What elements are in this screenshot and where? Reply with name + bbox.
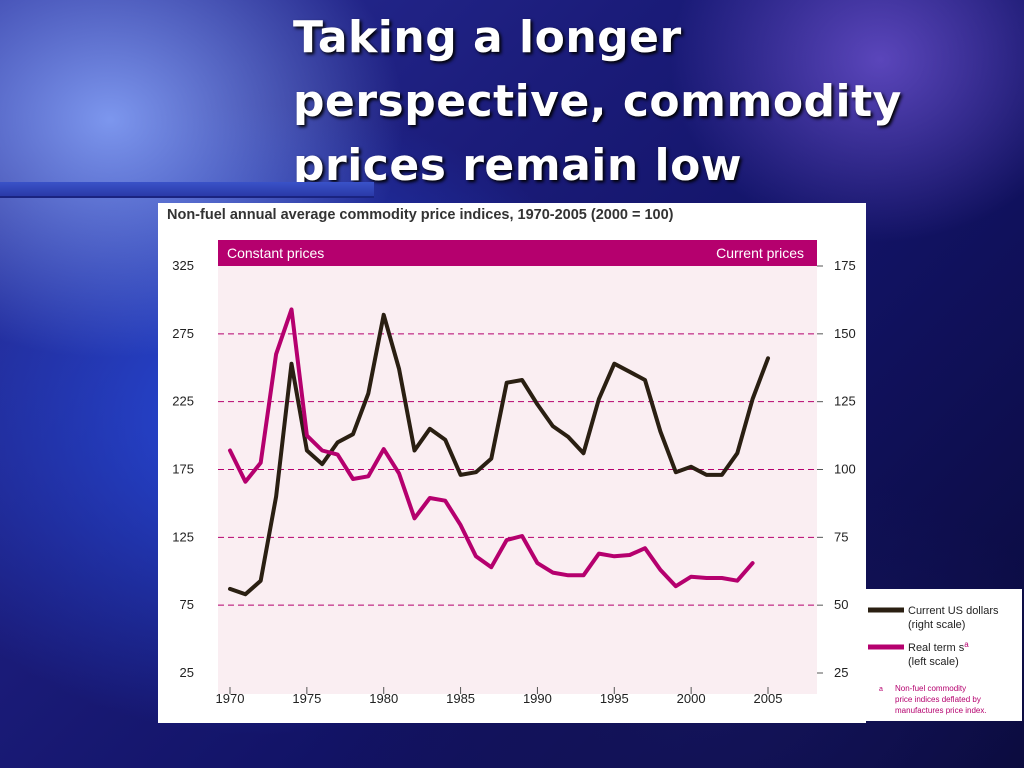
series-line-current-us-dollars xyxy=(228,312,770,597)
left-tick-label: 175 xyxy=(172,462,194,477)
left-tick-label: 75 xyxy=(180,597,194,612)
title-line-2: perspective, commodity xyxy=(293,76,902,127)
title-line-3: prices remain low xyxy=(293,140,742,191)
legend-label-real-text: Real term s xyxy=(908,642,965,654)
x-tick-label: 1975 xyxy=(292,691,321,706)
right-tick-label: 175 xyxy=(834,258,856,273)
x-axis-ticks: 1970 1975 1980 1985 1990 1995 2000 2005 xyxy=(216,687,783,706)
right-tick-label: 50 xyxy=(834,597,848,612)
x-tick-label: 2000 xyxy=(677,691,706,706)
left-header-label: Constant prices xyxy=(227,245,324,261)
x-tick-label: 1970 xyxy=(216,691,245,706)
series-line-real-terms xyxy=(228,307,755,589)
right-axis-ticks: 175 150 125 100 75 50 25 xyxy=(817,258,856,680)
left-axis-ticks: 325 275 225 175 125 75 25 xyxy=(172,258,194,680)
plot-background xyxy=(218,240,817,694)
plot-header-bar xyxy=(218,240,817,266)
x-tick-label: 1995 xyxy=(600,691,629,706)
legend-label-real: Real term sa xyxy=(908,640,969,654)
x-tick-label: 1990 xyxy=(523,691,552,706)
legend-superscript: a xyxy=(964,640,969,649)
footnote-marker: a xyxy=(879,686,883,693)
legend: Current US dollars (right scale) Real te… xyxy=(866,589,1022,681)
footnote-line-3: manufactures price index. xyxy=(895,706,987,715)
footnote-line-1: Non-fuel commodity xyxy=(895,684,966,693)
footnote-line-2: price indices deflated by xyxy=(895,695,981,704)
left-tick-label: 25 xyxy=(180,665,194,680)
right-tick-label: 75 xyxy=(834,529,848,544)
left-tick-label: 325 xyxy=(172,258,194,273)
left-tick-label: 225 xyxy=(172,394,194,409)
series-layer xyxy=(228,307,770,597)
right-tick-label: 125 xyxy=(834,394,856,409)
right-tick-label: 25 xyxy=(834,665,848,680)
legend-sublabel-current: (right scale) xyxy=(908,619,965,631)
title-line-1: Taking a longer xyxy=(293,12,682,63)
slide-title: Taking a longer perspective, commodity p… xyxy=(293,6,1013,198)
legend-svg: Current US dollars (right scale) Real te… xyxy=(868,605,999,668)
footnote-svg: a Non-fuel commodity price indices defla… xyxy=(879,684,987,715)
left-tick-label: 125 xyxy=(172,529,194,544)
line-chart: Non-fuel annual average commodity price … xyxy=(167,207,856,706)
title-divider-bar xyxy=(0,182,374,198)
right-tick-label: 100 xyxy=(834,462,856,477)
legend-label-current: Current US dollars xyxy=(908,605,999,617)
legend-sublabel-real: (left scale) xyxy=(908,656,959,668)
chart-title: Non-fuel annual average commodity price … xyxy=(167,207,674,223)
x-tick-label: 2005 xyxy=(754,691,783,706)
x-tick-label: 1985 xyxy=(446,691,475,706)
chart-panel: Non-fuel annual average commodity price … xyxy=(158,203,866,723)
right-header-label: Current prices xyxy=(716,245,804,261)
left-tick-label: 275 xyxy=(172,326,194,341)
footnote: a Non-fuel commodity price indices defla… xyxy=(866,681,1022,721)
right-tick-label: 150 xyxy=(834,326,856,341)
x-tick-label: 1980 xyxy=(369,691,398,706)
